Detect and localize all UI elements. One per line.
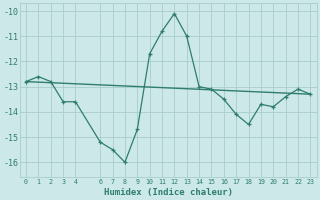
X-axis label: Humidex (Indice chaleur): Humidex (Indice chaleur) [104,188,233,197]
